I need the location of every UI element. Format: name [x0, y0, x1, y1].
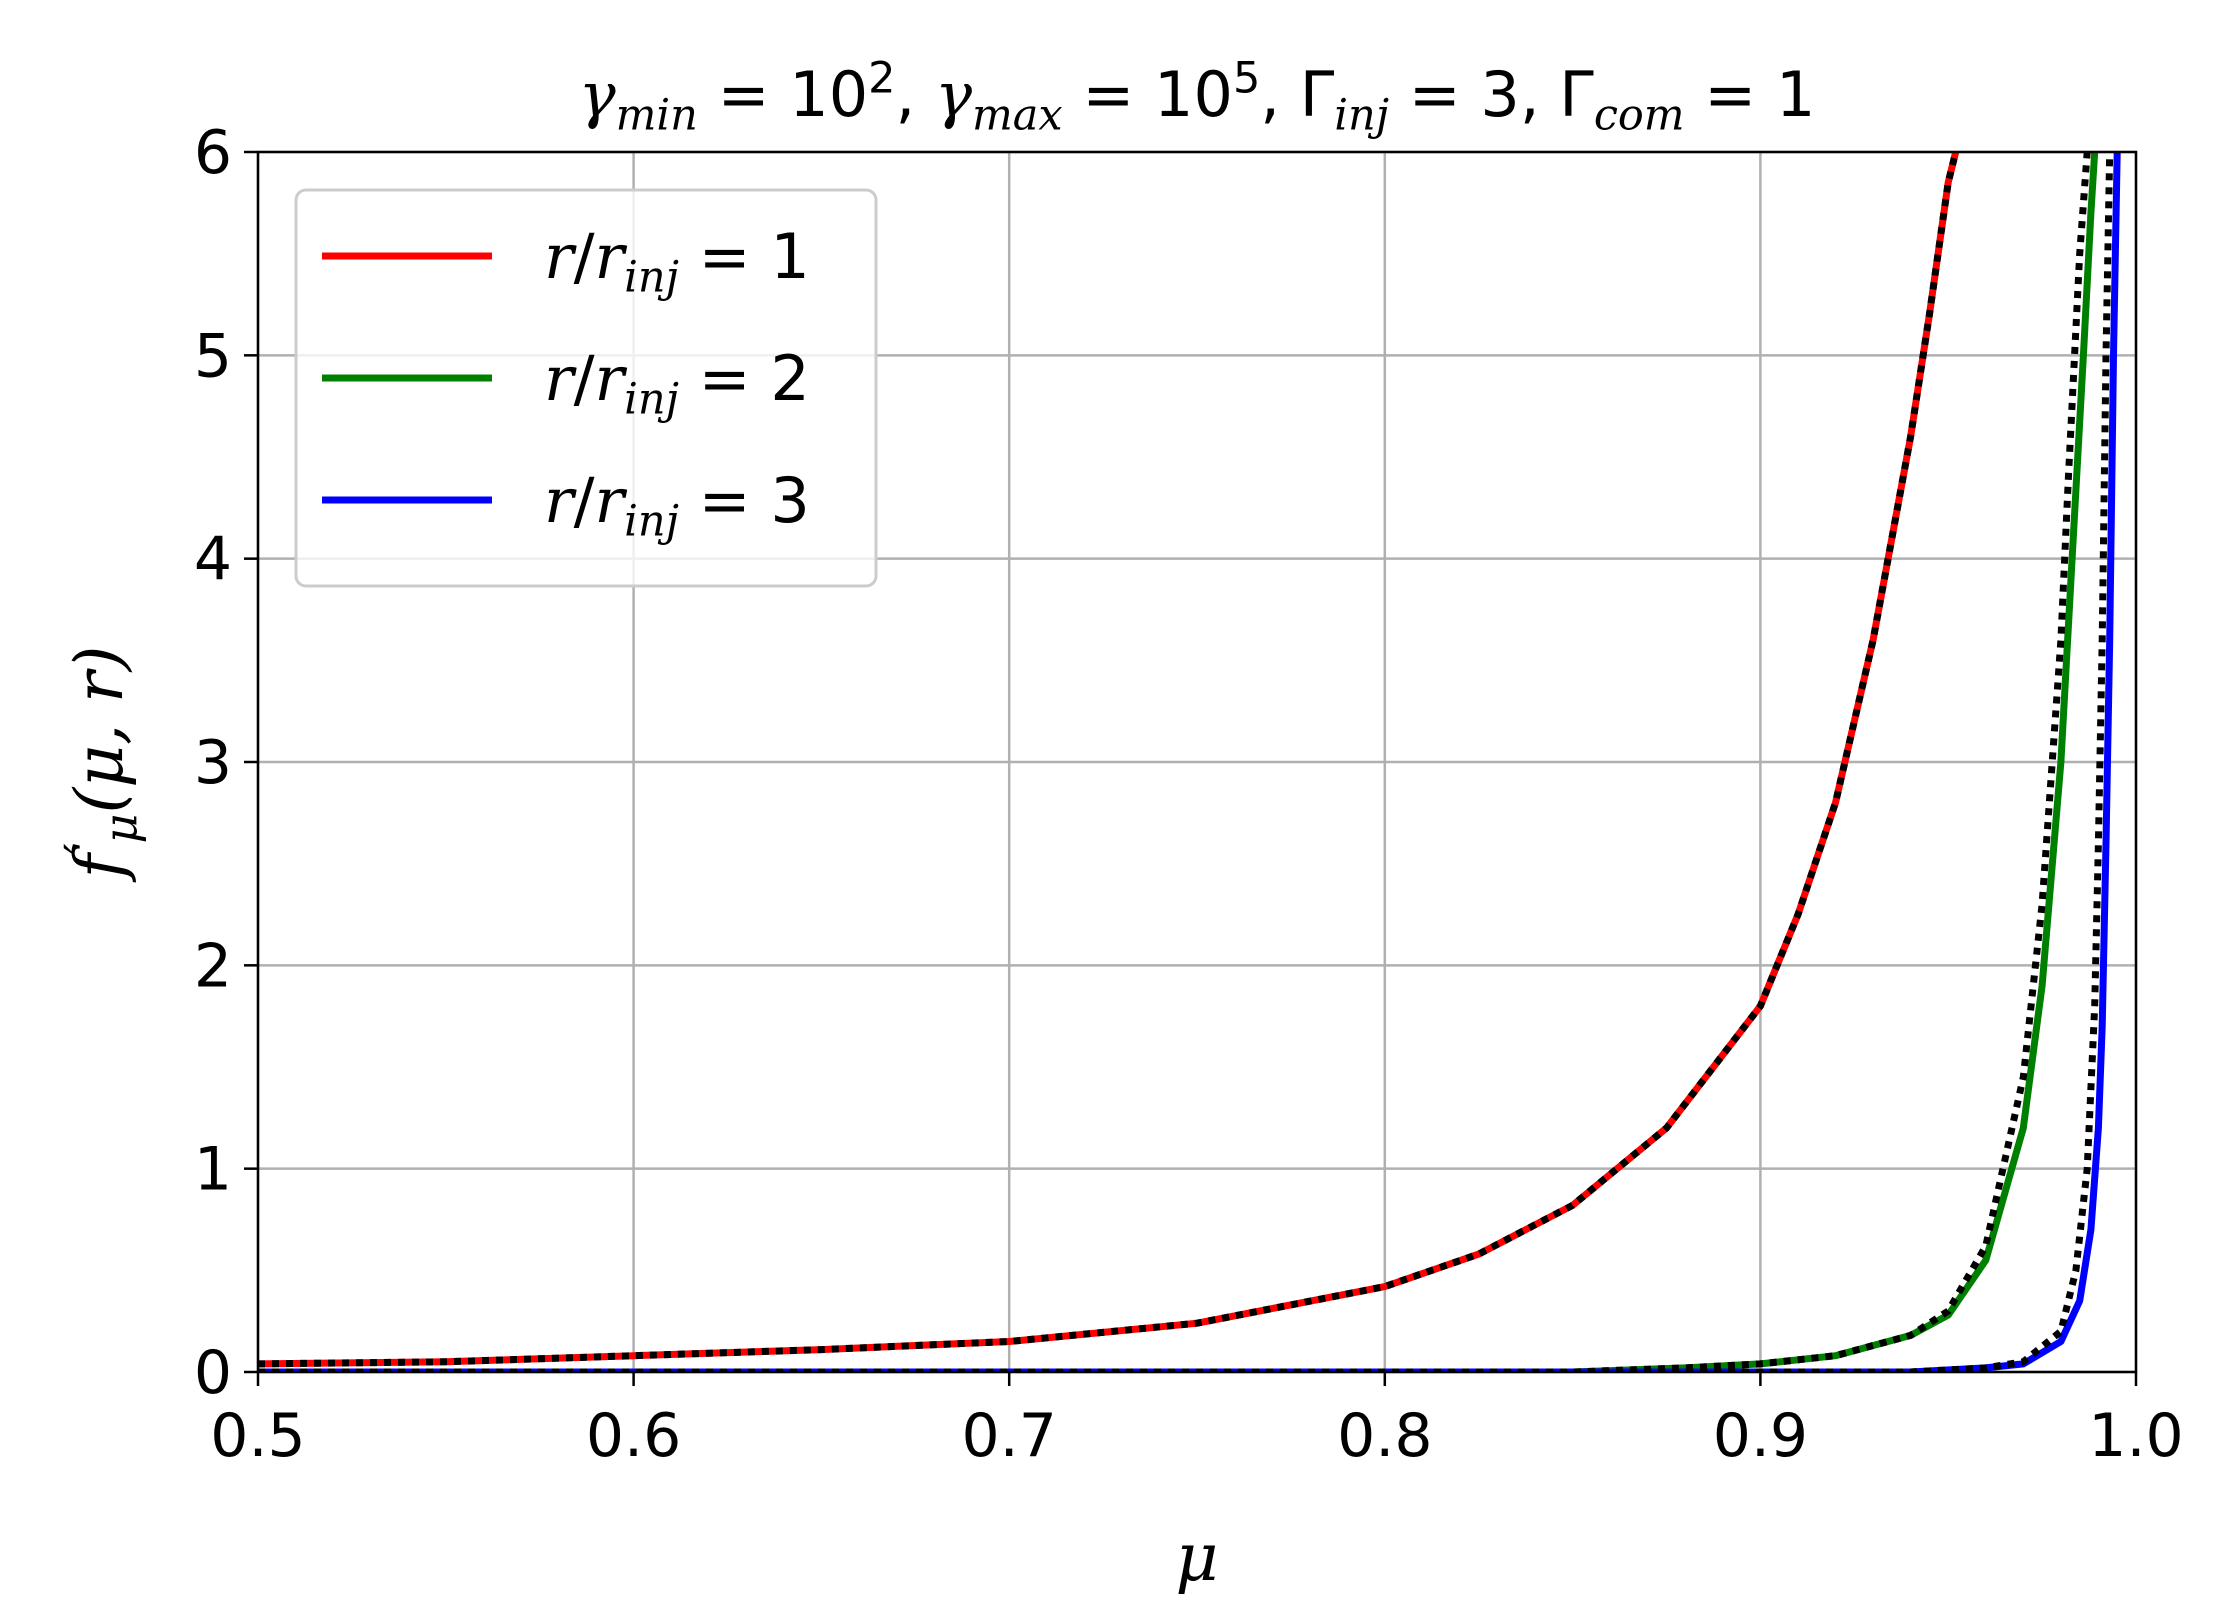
legend: r/rinj = 1r/rinj = 2r/rinj = 3	[294, 188, 878, 588]
text-part: inj	[624, 375, 679, 425]
x-tick-label: 0.5	[210, 1401, 305, 1471]
x-axis-label: μ	[1176, 1519, 1219, 1596]
text-part: ′	[54, 843, 108, 854]
y-tick-label: 4	[194, 525, 232, 595]
axis-ticks: 0.5 0.6 0.7 0.8 0.9 1.0 0 1 2 3 4 5 6	[194, 118, 2184, 1471]
text-part: com	[1594, 91, 1685, 141]
text-part: r	[595, 342, 628, 415]
text-part: 5	[1233, 53, 1260, 103]
x-tick-label: 0.8	[1337, 1401, 1432, 1471]
series-line	[258, 152, 2099, 1372]
text-part: 2	[868, 53, 895, 103]
y-tick-label: 0	[194, 1338, 232, 1408]
text-part: ,	[896, 58, 935, 131]
text-part: (μ, r)	[61, 646, 138, 814]
text-part: , Γ	[1260, 58, 1334, 131]
x-tick-label: 0.9	[1713, 1401, 1808, 1471]
y-tick-label: 3	[194, 728, 232, 798]
legend-label: r/rinj = 2	[544, 342, 810, 425]
text-part: = 1	[679, 220, 810, 293]
text-part: r	[544, 464, 577, 537]
text-part: = 3, Γ	[1389, 58, 1594, 131]
text-part: = 10	[698, 58, 868, 131]
x-tick-label: 0.7	[961, 1401, 1056, 1471]
y-tick-label: 2	[194, 931, 232, 1001]
text-part: μ	[94, 814, 148, 844]
text-part: inj	[624, 497, 679, 547]
reference-curve-dotted	[258, 152, 2091, 1372]
y-tick-label: 6	[194, 118, 232, 188]
chart-title: γmin = 102, γmax = 105, Γinj = 3, Γcom =…	[579, 53, 1816, 140]
text-part: γ	[935, 58, 973, 131]
text-part: /	[574, 464, 595, 537]
legend-box	[294, 188, 878, 588]
text-part: r	[544, 342, 577, 415]
x-tick-label: 0.6	[586, 1401, 681, 1471]
series-layer	[258, 152, 2121, 1372]
text-part: /	[574, 342, 595, 415]
legend-label: r/rinj = 1	[544, 220, 810, 303]
grid-lines	[256, 150, 2138, 1374]
reference-curve-dotted	[258, 152, 1960, 1368]
text-part: = 1	[1685, 58, 1816, 131]
y-tick-label: 1	[194, 1135, 232, 1205]
y-tick-label: 5	[194, 321, 232, 391]
text-part: min	[616, 91, 698, 141]
text-part: /	[574, 220, 595, 293]
text-part: max	[972, 91, 1063, 141]
text-part: inj	[624, 253, 679, 303]
text-part: r	[595, 464, 628, 537]
text-part: γ	[579, 58, 617, 131]
text-part: = 3	[679, 464, 810, 537]
legend-label: r/rinj = 3	[544, 464, 810, 547]
y-axis-label: f′μ(μ, r)	[54, 646, 148, 884]
text-part: inj	[1334, 91, 1389, 141]
x-tick-label: 1.0	[2088, 1401, 2183, 1471]
text-part: r	[595, 220, 628, 293]
text-part: = 10	[1063, 58, 1233, 131]
text-part: r	[544, 220, 577, 293]
text-part: = 2	[679, 342, 810, 415]
